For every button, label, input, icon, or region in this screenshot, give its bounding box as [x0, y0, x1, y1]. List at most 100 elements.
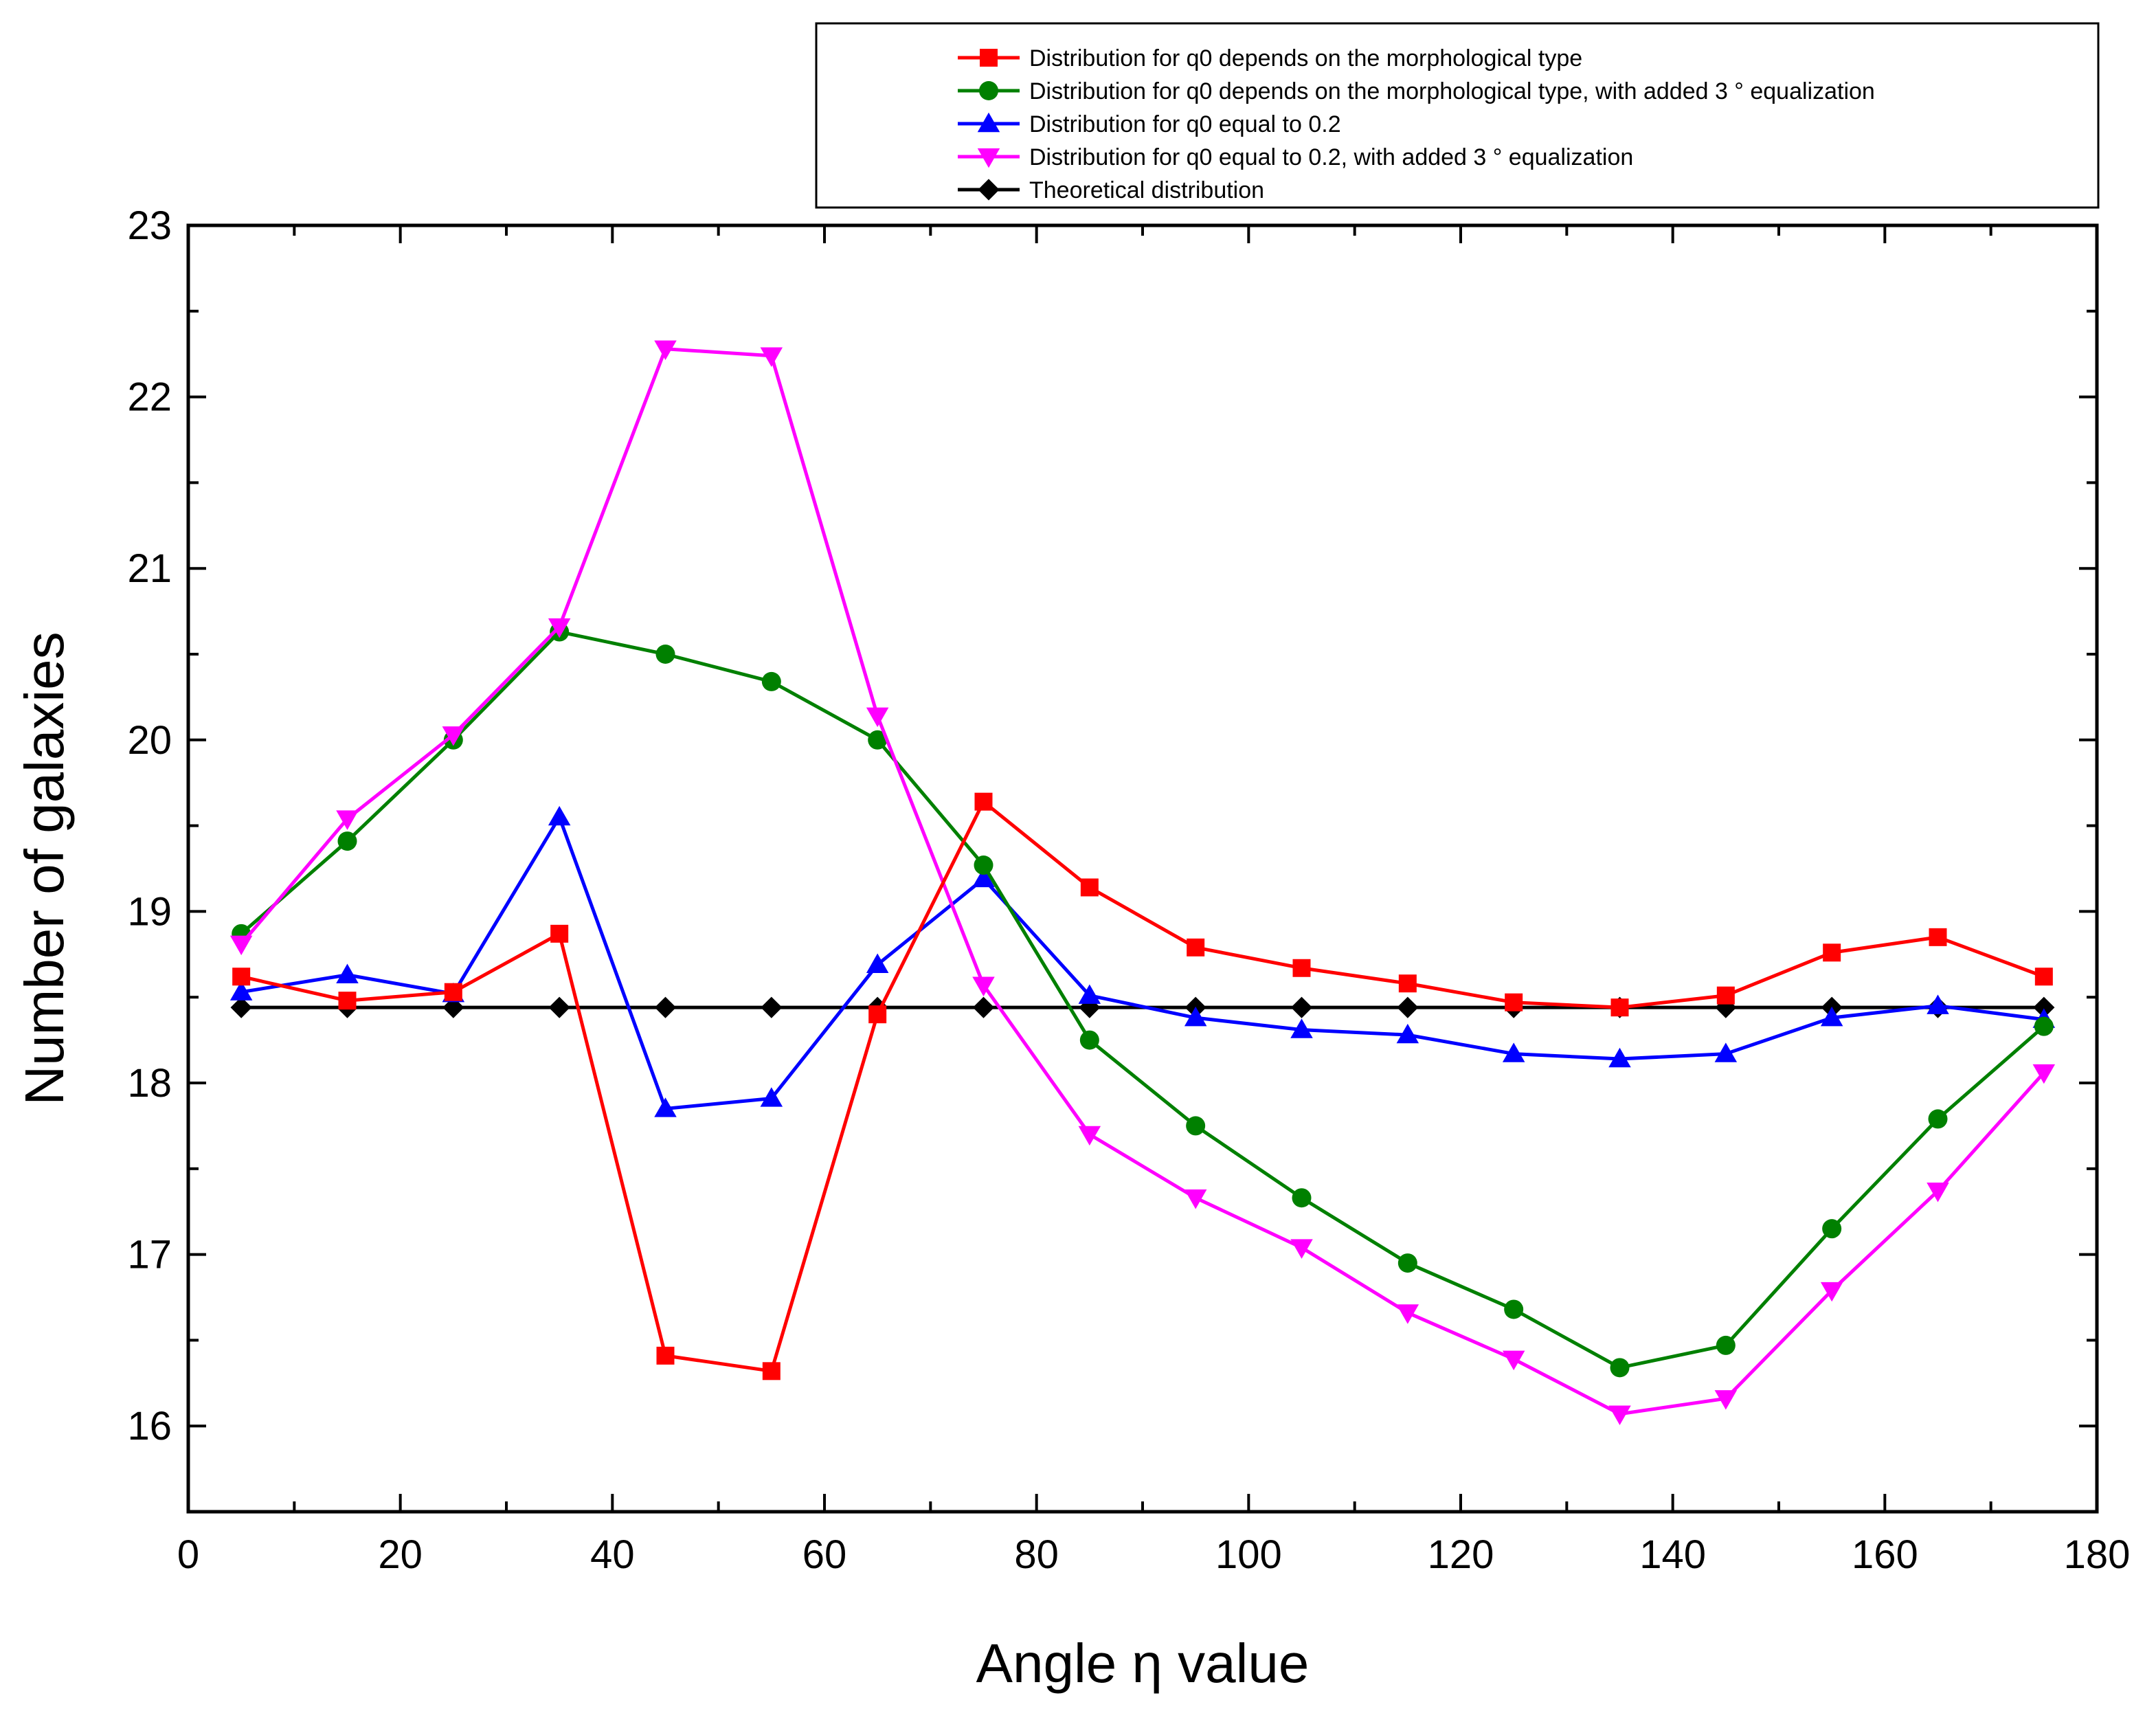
- data-point: [1504, 1299, 1524, 1319]
- data-point: [655, 645, 675, 664]
- data-point: [1290, 1018, 1313, 1038]
- data-point: [2032, 1064, 2056, 1084]
- x-tick-label: 120: [1428, 1532, 1494, 1577]
- data-point: [1502, 1042, 1525, 1062]
- x-tick-label: 20: [378, 1532, 423, 1577]
- data-point: [230, 996, 252, 1018]
- data-point: [336, 810, 359, 830]
- data-point: [761, 996, 783, 1018]
- x-tick-label: 40: [590, 1532, 635, 1577]
- data-point: [866, 707, 889, 728]
- axes: 0 20 40 60 80 100 120 140 160 180 16 17 18 19 20 21 22 23: [127, 203, 2130, 1577]
- y-tick-label: 22: [127, 375, 172, 420]
- legend-label: Distribution for q0 depends on the morph…: [1029, 45, 1582, 71]
- data-point: [550, 924, 569, 943]
- data-point: [1820, 1006, 1843, 1027]
- y-axis-title: Number of galaxies: [14, 631, 75, 1105]
- series-2: [229, 805, 2056, 1117]
- data-point: [1078, 1126, 1101, 1146]
- x-tick-label: 180: [2064, 1532, 2131, 1577]
- data-point: [1716, 986, 1735, 1005]
- data-point: [1929, 928, 1947, 946]
- data-point: [229, 981, 253, 1000]
- series-1: [232, 622, 2054, 1378]
- data-point: [1610, 998, 1629, 1017]
- y-tick-label: 19: [127, 889, 172, 934]
- legend-entry: Distribution for q0 depends on the morph…: [958, 45, 1582, 71]
- data-point: [1505, 993, 1523, 1011]
- y-tick-label: 21: [127, 546, 172, 591]
- legend-label: Distribution for q0 equal to 0.2, with a…: [1029, 144, 1633, 170]
- data-point: [654, 996, 677, 1018]
- data-point: [337, 831, 357, 851]
- plot-area: [186, 223, 2099, 1514]
- data-point: [974, 792, 993, 811]
- data-point: [1184, 1006, 1207, 1027]
- data-point: [1398, 974, 1417, 993]
- y-tick-label: 16: [127, 1404, 172, 1449]
- x-tick-label: 100: [1215, 1532, 1282, 1577]
- data-point: [1823, 943, 1841, 962]
- data-point: [1397, 1253, 1417, 1273]
- legend-entry: Distribution for q0 equal to 0.2: [958, 111, 1341, 137]
- data-point: [336, 963, 359, 983]
- legend-label: Distribution for q0 depends on the morph…: [1029, 78, 1875, 104]
- data-point: [1184, 1189, 1207, 1209]
- data-point: [972, 996, 995, 1018]
- data-point: [1186, 1116, 1206, 1136]
- data-point: [442, 996, 464, 1018]
- data-point: [760, 1087, 783, 1107]
- legend: Distribution for q0 depends on the morph…: [815, 22, 2100, 209]
- data-point: [656, 1346, 675, 1365]
- data-point: [1396, 1023, 1419, 1044]
- y-tick-label: 18: [127, 1061, 172, 1106]
- data-point: [232, 968, 251, 986]
- x-tick-label: 0: [177, 1532, 199, 1577]
- data-point: [654, 340, 677, 360]
- series-line: [240, 800, 2045, 1373]
- data-point: [868, 1005, 887, 1024]
- data-point: [548, 805, 571, 826]
- series-line: [240, 347, 2045, 1416]
- data-point: [654, 1097, 677, 1117]
- data-point: [1187, 938, 1205, 957]
- data-point: [1820, 1282, 1843, 1302]
- data-point: [548, 996, 570, 1018]
- data-point: [1927, 994, 1949, 1014]
- y-tick-label: 20: [127, 718, 172, 763]
- data-point: [761, 671, 781, 691]
- legend-box: [815, 22, 2100, 209]
- data-point: [1610, 1358, 1630, 1378]
- legend-marker: [979, 81, 998, 100]
- data-point: [1397, 996, 1419, 1018]
- series-0: [232, 792, 2053, 1380]
- legend-entry: Distribution for q0 depends on the morph…: [958, 78, 1875, 104]
- y-tick-label: 17: [127, 1233, 172, 1277]
- data-point: [1079, 1030, 1099, 1050]
- data-point: [2034, 1016, 2054, 1036]
- data-point: [1078, 984, 1101, 1004]
- data-point: [1608, 1047, 1631, 1068]
- data-point: [1502, 1350, 1525, 1371]
- legend-label: Theoretical distribution: [1029, 177, 1264, 203]
- data-point: [1714, 1042, 1738, 1062]
- data-point: [548, 618, 571, 638]
- data-point: [1292, 959, 1311, 977]
- series-group: [229, 340, 2056, 1425]
- data-point: [868, 730, 888, 750]
- legend-marker: [977, 148, 1000, 168]
- data-point: [972, 867, 995, 888]
- x-tick-label: 140: [1639, 1532, 1706, 1577]
- data-point: [762, 1362, 781, 1380]
- data-point: [1928, 1109, 1948, 1129]
- data-point: [1290, 996, 1313, 1018]
- data-point: [338, 992, 357, 1010]
- legend-label: Distribution for q0 equal to 0.2: [1029, 111, 1341, 137]
- series-line: [240, 630, 2045, 1369]
- data-point: [1716, 1335, 1736, 1355]
- data-point: [2034, 968, 2053, 986]
- x-tick-label: 80: [1014, 1532, 1059, 1577]
- data-point: [444, 983, 462, 1001]
